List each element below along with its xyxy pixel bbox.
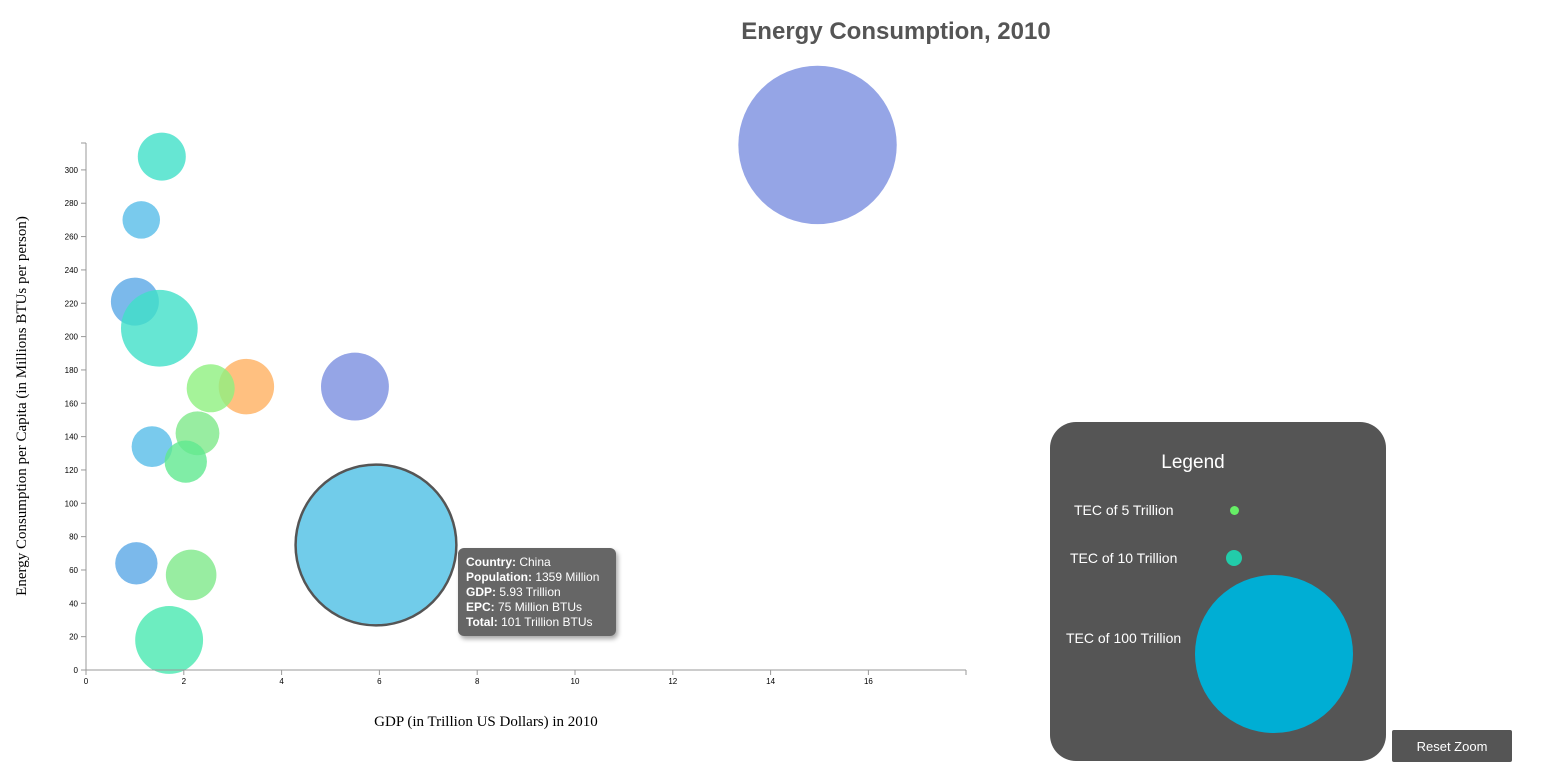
data-bubble[interactable] xyxy=(186,364,235,413)
data-bubble[interactable] xyxy=(218,358,275,415)
legend-label-5-trillion: TEC of 5 Trillion xyxy=(1074,502,1174,518)
data-bubble[interactable] xyxy=(165,549,217,601)
tooltip-country-value: China xyxy=(516,555,551,569)
legend-label-10-trillion: TEC of 10 Trillion xyxy=(1070,550,1178,566)
data-bubble[interactable] xyxy=(137,132,186,181)
tooltip-epc-label: EPC: xyxy=(466,600,495,614)
y-tick-label: 260 xyxy=(65,233,79,242)
bubble-tooltip: Country: China Population: 1359 Million … xyxy=(458,548,616,636)
y-tick-label: 120 xyxy=(65,466,79,475)
y-tick-label: 220 xyxy=(65,299,79,308)
data-bubble[interactable] xyxy=(122,201,161,239)
legend-panel: Legend TEC of 5 Trillion TEC of 10 Trill… xyxy=(1050,422,1386,761)
tooltip-population-row: Population: 1359 Million xyxy=(466,570,608,585)
x-tick-label: 10 xyxy=(571,677,580,686)
x-tick-label: 8 xyxy=(475,677,480,686)
x-tick-label: 2 xyxy=(182,677,187,686)
tooltip-population-value: 1359 Million xyxy=(532,570,600,584)
y-tick-label: 300 xyxy=(65,166,79,175)
x-tick-label: 12 xyxy=(668,677,677,686)
legend-dot-5-trillion xyxy=(1230,506,1239,515)
y-tick-label: 280 xyxy=(65,199,79,208)
y-tick-label: 200 xyxy=(65,333,79,342)
data-bubble[interactable] xyxy=(294,463,458,627)
data-bubble[interactable] xyxy=(164,440,207,483)
x-tick-label: 4 xyxy=(279,677,284,686)
x-tick-label: 6 xyxy=(377,677,382,686)
data-bubble[interactable] xyxy=(738,65,897,225)
legend-dot-10-trillion xyxy=(1226,550,1242,566)
y-tick-label: 180 xyxy=(65,366,79,375)
legend-dot-100-trillion xyxy=(1195,575,1353,733)
tooltip-total-value: 101 Trillion BTUs xyxy=(497,615,593,629)
tooltip-gdp-row: GDP: 5.93 Trillion xyxy=(466,585,608,600)
tooltip-gdp-value: 5.93 Trillion xyxy=(496,585,561,599)
tooltip-gdp-label: GDP: xyxy=(466,585,496,599)
tooltip-country-label: Country: xyxy=(466,555,516,569)
legend-title: Legend xyxy=(1161,452,1225,473)
y-tick-label: 140 xyxy=(65,433,79,442)
tooltip-total-row: Total: 101 Trillion BTUs xyxy=(466,615,608,630)
tooltip-epc-value: 75 Million BTUs xyxy=(494,600,583,614)
chart-title: Energy Consumption, 2010 xyxy=(741,18,1050,45)
tooltip-country-row: Country: China xyxy=(466,555,608,570)
data-bubble[interactable] xyxy=(321,352,389,421)
y-tick-label: 0 xyxy=(74,666,79,675)
y-tick-label: 80 xyxy=(69,533,78,542)
y-tick-label: 20 xyxy=(69,633,78,642)
axes-layer: 0 2 4 6 8 10 12 14 16020406080100120140160180200… xyxy=(65,142,967,686)
bubble-layer xyxy=(110,65,897,674)
y-tick-label: 40 xyxy=(69,599,78,608)
reset-zoom-button[interactable]: Reset Zoom xyxy=(1392,730,1512,762)
legend-label-100-trillion: TEC of 100 Trillion xyxy=(1066,630,1182,646)
y-tick-label: 160 xyxy=(65,399,79,408)
x-tick-label: 0 xyxy=(84,677,89,686)
x-tick-label: 14 xyxy=(766,677,775,686)
data-bubble[interactable] xyxy=(115,542,158,585)
y-tick-label: 240 xyxy=(65,266,79,275)
data-bubble[interactable] xyxy=(120,289,198,367)
data-bubble[interactable] xyxy=(135,606,204,674)
tooltip-total-label: Total: xyxy=(466,615,498,629)
x-axis-title: GDP (in Trillion US Dollars) in 2010 xyxy=(374,714,598,730)
y-tick-label: 100 xyxy=(65,499,79,508)
data-bubble[interactable] xyxy=(131,426,173,468)
y-axis-title: Energy Consumption per Capita (in Millio… xyxy=(14,216,30,596)
y-tick-label: 60 xyxy=(69,566,78,575)
tooltip-epc-row: EPC: 75 Million BTUs xyxy=(466,600,608,615)
tooltip-population-label: Population: xyxy=(466,570,532,584)
x-tick-label: 16 xyxy=(864,677,873,686)
